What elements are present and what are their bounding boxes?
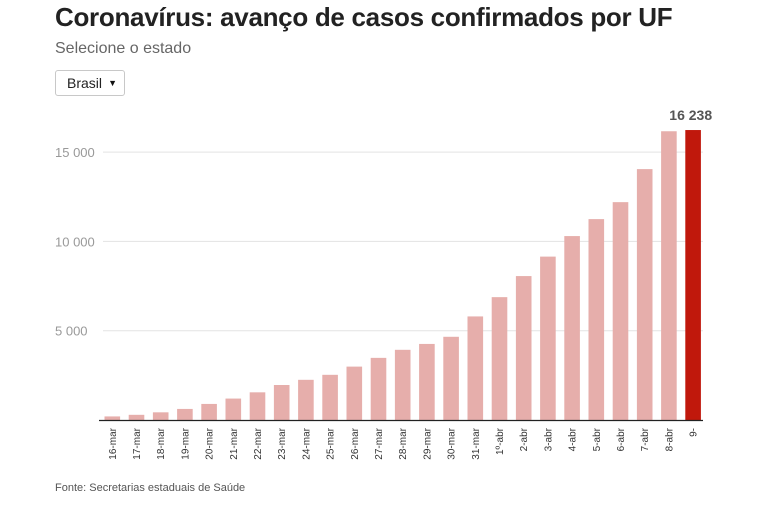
bar — [564, 236, 580, 420]
y-tick-label: 5 000 — [55, 324, 88, 339]
bar — [588, 219, 605, 420]
chart-title: Coronavírus: avanço de casos confirmados… — [55, 2, 673, 32]
x-tick-label: 23-mar — [277, 427, 288, 459]
bar — [273, 385, 290, 420]
x-tick-label: 6-abr — [616, 427, 627, 451]
x-tick-label: 2-abr — [519, 427, 530, 451]
highlight-value-label: 16 238 — [669, 107, 712, 123]
bar — [515, 276, 532, 420]
bar — [467, 316, 484, 420]
bar — [394, 349, 411, 420]
source-note: Fonte: Secretarias estaduais de Saúde — [55, 482, 246, 494]
bar — [612, 202, 629, 420]
bar — [540, 256, 556, 420]
x-tick-label: 8-abr — [664, 427, 675, 451]
x-tick-label: 31-mar — [471, 427, 482, 459]
bar — [419, 343, 435, 420]
state-select-value: Brasil — [67, 75, 103, 91]
x-tick-label: 1º-abr — [495, 427, 506, 455]
bar — [491, 297, 508, 420]
x-tick-label: 24-mar — [301, 427, 312, 459]
x-tick-label: 3-abr — [543, 427, 554, 451]
state-select[interactable]: Brasil ▼ — [55, 70, 125, 96]
x-tick-label: 9- — [689, 428, 700, 437]
x-tick-label: 27-mar — [374, 427, 385, 459]
x-tick-label: 25-mar — [326, 427, 337, 459]
bar — [177, 408, 193, 420]
bar — [322, 374, 338, 420]
bar — [104, 416, 121, 420]
y-tick-label: 15 000 — [55, 145, 95, 160]
x-tick-label: 17-mar — [132, 427, 143, 459]
x-tick-label: 19-mar — [180, 427, 191, 459]
bar — [443, 336, 459, 420]
x-tick-label: 20-mar — [205, 427, 216, 459]
x-tick-label: 18-mar — [156, 427, 167, 459]
x-tick-label: 30-mar — [447, 427, 458, 459]
state-selector-label: Selecione o estado — [55, 40, 192, 57]
x-tick-label: 26-mar — [350, 427, 361, 459]
x-tick-label: 28-mar — [398, 427, 409, 459]
bar — [128, 414, 145, 420]
x-tick-label: 29-mar — [422, 427, 433, 459]
bar — [346, 366, 363, 420]
chevron-down-icon: ▼ — [108, 78, 117, 88]
y-tick-label: 10 000 — [55, 234, 95, 249]
x-tick-label: 4-abr — [568, 427, 579, 451]
x-tick-label: 22-mar — [253, 427, 264, 459]
bar — [298, 379, 314, 420]
bar — [370, 357, 387, 420]
bar — [225, 398, 242, 420]
bar — [661, 131, 677, 420]
bar-highlighted — [685, 130, 701, 421]
x-tick-label: 16-mar — [108, 427, 119, 459]
bar — [636, 169, 653, 420]
bar — [152, 412, 169, 420]
x-tick-label: 21-mar — [229, 427, 240, 459]
bar — [201, 403, 217, 420]
bar — [249, 392, 266, 420]
x-tick-label: 7-abr — [640, 427, 651, 451]
x-tick-label: 5-abr — [592, 427, 603, 451]
bar-chart: 5 000 10 000 15 000 16-mar 17-mar 18-mar 19-ma… — [55, 107, 712, 460]
